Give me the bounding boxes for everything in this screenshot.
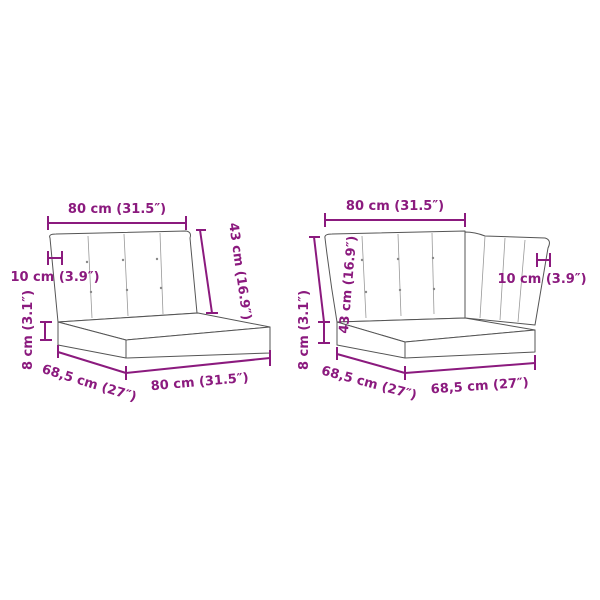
side-backrest — [464, 231, 550, 326]
backrest — [49, 230, 198, 323]
backrest-thickness-label: 10 cm (3.9″) — [497, 272, 586, 287]
backrest-width-label: 80 cm (31.5″) — [68, 202, 166, 217]
seat-thickness-label: 8 cm (3.1″) — [297, 290, 312, 370]
corner-cushion-drawing — [324, 230, 550, 359]
seat-width-label: 80 cm (31.5″) — [150, 371, 249, 394]
seat-width-label: 68,5 cm (27″) — [430, 376, 529, 398]
backrest-thickness-label: 10 cm (3.9″) — [10, 270, 99, 285]
middle-cushion-drawing — [49, 230, 271, 359]
backrest-height-label: 43 cm (16.9″) — [225, 222, 254, 321]
seat-depth-label: 68,5 cm (27″) — [320, 364, 419, 404]
backrest-width-label: 80 cm (31.5″) — [346, 199, 444, 214]
seat-depth-label: 68,5 cm (27″) — [40, 362, 138, 405]
seat-thickness-label: 8 cm (3.1″) — [21, 290, 36, 370]
